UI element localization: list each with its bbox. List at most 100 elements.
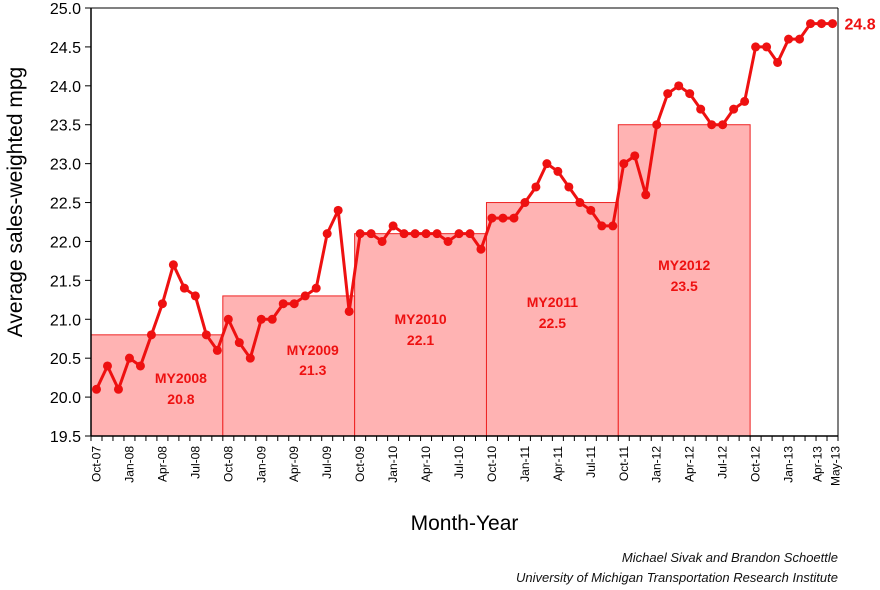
data-point — [344, 306, 354, 316]
data-point — [102, 361, 112, 371]
x-tick-label: Apr-13 — [811, 446, 825, 482]
data-point — [619, 159, 629, 169]
data-point — [729, 104, 739, 114]
data-point — [300, 291, 310, 301]
x-tick-label: Jul-08 — [188, 446, 202, 479]
y-tick-label: 25.0 — [50, 1, 81, 18]
data-point — [784, 34, 794, 44]
credit-authors: Michael Sivak and Brandon Schoettle — [621, 550, 838, 565]
data-point — [377, 236, 387, 246]
data-point — [443, 236, 453, 246]
x-tick-label: Jul-12 — [716, 446, 730, 479]
data-point — [278, 299, 288, 309]
data-point — [773, 57, 783, 67]
y-tick-label: 22.5 — [50, 196, 81, 213]
model-year-value: 22.5 — [539, 315, 566, 331]
x-tick-label: Oct-09 — [353, 446, 367, 482]
data-point — [718, 120, 728, 130]
data-point — [113, 384, 123, 394]
x-tick-label: Jan-13 — [782, 446, 796, 483]
data-point — [597, 221, 607, 231]
model-year-label: MY2010 — [394, 311, 446, 327]
model-year-bar-MY2010 — [354, 233, 487, 437]
data-point — [685, 89, 695, 99]
x-tick-label: Jan-12 — [650, 446, 664, 483]
x-tick-label: Oct-12 — [749, 446, 763, 482]
data-point — [630, 151, 640, 161]
data-point — [586, 205, 596, 215]
model-year-label: MY2012 — [658, 257, 710, 273]
data-point — [366, 229, 376, 239]
model-year-label: MY2011 — [527, 294, 579, 310]
y-tick-label: 19.5 — [50, 429, 81, 446]
x-tick-label: Jul-10 — [452, 446, 466, 479]
data-point — [707, 120, 717, 130]
data-point — [223, 314, 233, 324]
data-point — [575, 198, 585, 208]
model-year-value: 23.5 — [671, 278, 698, 294]
x-tick-label: Apr-12 — [683, 446, 697, 482]
data-point — [608, 221, 618, 231]
data-point — [553, 166, 563, 176]
model-year-value: 22.1 — [407, 332, 434, 348]
data-point — [234, 338, 244, 348]
x-axis-title: Month-Year — [411, 512, 519, 535]
data-point — [311, 283, 321, 293]
y-tick-label: 23.5 — [50, 118, 81, 135]
data-point — [641, 190, 651, 200]
data-point — [289, 299, 299, 309]
y-tick-label: 20.0 — [50, 390, 81, 407]
data-point — [476, 244, 486, 254]
y-tick-label: 24.5 — [50, 40, 81, 57]
model-year-bar-MY2009 — [222, 295, 356, 437]
x-tick-label: Jan-08 — [122, 446, 136, 483]
model-year-bar-MY2008 — [90, 334, 224, 437]
data-point — [663, 89, 673, 99]
data-point — [256, 314, 266, 324]
y-tick-label: 21.0 — [50, 312, 81, 329]
x-tick-label: Oct-11 — [617, 446, 631, 481]
data-point — [454, 229, 464, 239]
data-point — [498, 213, 508, 223]
data-point — [487, 213, 497, 223]
data-point — [465, 229, 475, 239]
x-tick-label: Jan-09 — [254, 446, 268, 483]
x-tick-label: May-13 — [829, 446, 843, 486]
data-point — [652, 120, 662, 130]
model-year-label: MY2009 — [287, 342, 339, 358]
model-year-value: 21.3 — [299, 362, 326, 378]
x-tick-label: Oct-07 — [89, 446, 103, 482]
data-point — [674, 81, 684, 91]
data-point — [168, 260, 178, 270]
model-year-bar-MY2011 — [485, 202, 619, 437]
data-point — [190, 291, 200, 301]
data-point — [828, 19, 838, 29]
x-tick-label: Jul-11 — [584, 446, 598, 478]
data-point — [762, 42, 772, 52]
end-value-label: 24.8 — [845, 17, 876, 34]
data-point — [564, 182, 574, 192]
data-point — [432, 229, 442, 239]
data-point — [751, 42, 761, 52]
data-point — [201, 330, 211, 340]
y-tick-label: 24.0 — [50, 79, 81, 96]
data-point — [333, 205, 343, 215]
data-point — [740, 96, 750, 106]
data-point — [696, 104, 706, 114]
y-axis-title: Average sales-weighted mpg — [4, 67, 27, 337]
credit-institute: University of Michigan Transportation Re… — [515, 570, 838, 585]
data-point — [795, 34, 805, 44]
x-tick-label: Apr-09 — [287, 446, 301, 482]
data-point — [817, 19, 827, 29]
data-point — [509, 213, 519, 223]
data-point — [135, 361, 145, 371]
x-tick-label: Oct-08 — [221, 446, 235, 482]
data-point — [124, 353, 134, 363]
data-point — [399, 229, 409, 239]
y-tick-label: 21.5 — [50, 273, 81, 290]
x-tick-label: Apr-10 — [419, 446, 433, 482]
model-year-label: MY2008 — [155, 370, 207, 386]
x-tick-label: Jul-09 — [320, 446, 334, 479]
model-year-value: 20.8 — [167, 391, 194, 407]
